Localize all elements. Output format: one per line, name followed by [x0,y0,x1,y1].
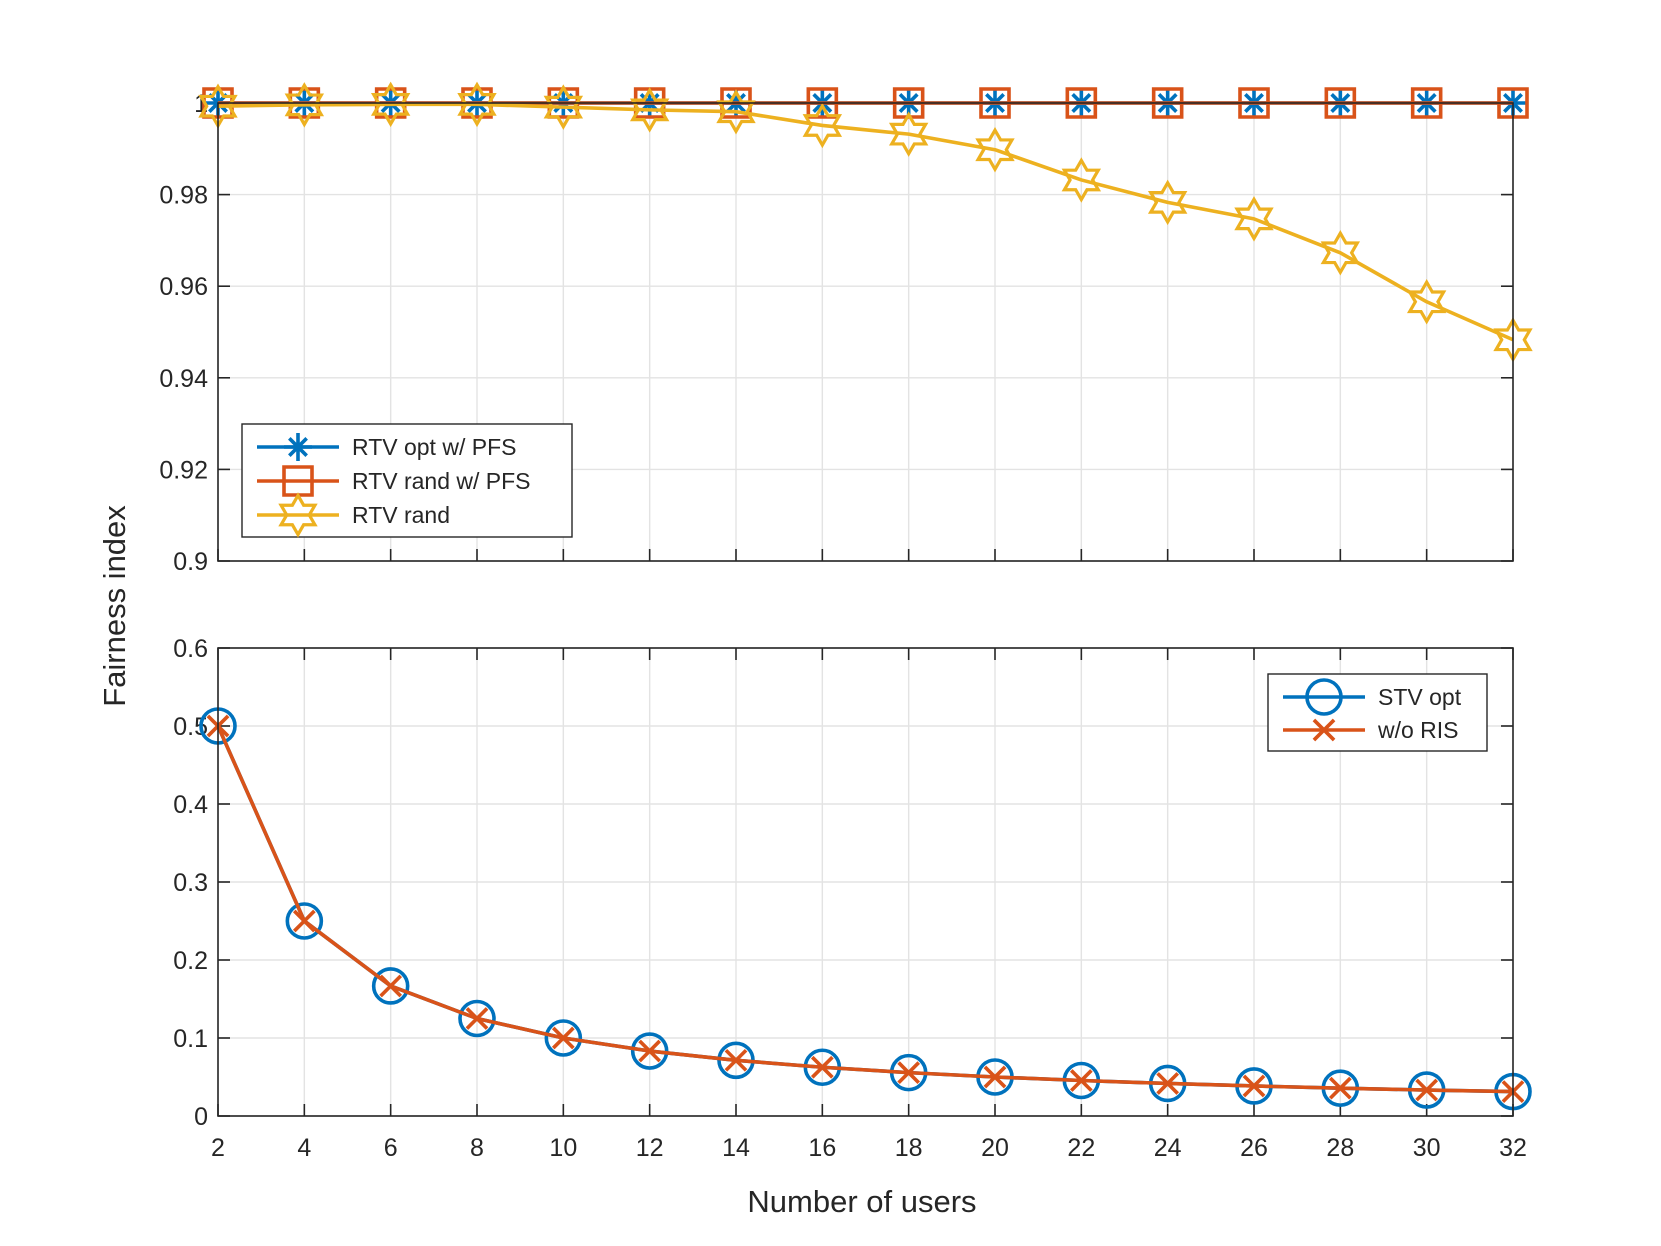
bottom-data-point [1328,1076,1352,1100]
top-series-line [217,102,1514,342]
top-data-point [457,81,497,128]
x-axis-label: Number of users [747,1184,976,1219]
x-tick-label: 10 [549,1134,577,1162]
x-tick-label: 22 [1067,1134,1095,1162]
bottom-legend-box [1267,673,1488,752]
top-data-point [979,87,1011,119]
bottom-legend-marker [1312,718,1336,742]
bottom-ticks: 2 4 6 8 10 12 14 16 18 20 22 24 26 28 30 3200.10.20.30.… [173,635,1527,1162]
bottom-data-point [724,1048,748,1072]
top-data-point [543,84,584,130]
bottom-y-tick-label: 0.3 [173,869,208,897]
top-legend-entry: RTV rand [257,492,450,538]
x-tick-label: 24 [1154,1134,1182,1162]
top-y-tick-label: 0.9 [173,548,208,576]
x-tick-label: 18 [895,1134,923,1162]
bottom-data-point [544,1019,583,1057]
x-tick-label: 14 [722,1134,750,1162]
x-tick-label: 30 [1413,1134,1441,1162]
top-legend-label: RTV rand [352,502,450,528]
top-data-point [975,126,1015,173]
bottom-data-point [983,1065,1007,1089]
top-axes-box [217,102,1514,562]
top-data-point [892,87,925,119]
bottom-legend-entry: w/o RIS [1283,717,1459,743]
bottom-legend-label: w/o RIS [1377,717,1459,743]
top-y-tick-label: 0.96 [159,273,208,301]
x-tick-label: 8 [470,1134,484,1162]
top-data-point [1147,179,1188,226]
top-legend-label: RTV opt w/ PFS [352,434,516,460]
top-y-tick-label: 0.92 [159,456,208,484]
bottom-axes-box [217,647,1514,1117]
top-data-point [284,82,325,128]
bottom-y-tick-label: 0 [194,1103,208,1131]
bottom-data-point [1242,1074,1266,1098]
bottom-data-point [371,967,410,1005]
bottom-data-point [465,1007,489,1030]
x-tick-label: 32 [1499,1134,1527,1162]
top-data-point [629,87,670,133]
top-legend-marker [282,465,314,497]
top-data-point [1324,87,1357,119]
top-data-point [1065,87,1098,119]
top-legend-label: RTV rand w/ PFS [352,468,531,494]
top-legend: RTV opt w/ PFS RTV rand w/ PFS RTV rand [241,423,573,538]
bottom-series-line [216,725,1514,1094]
y-axis-label: Fairness index [97,505,132,707]
top-legend-marker [284,433,312,461]
x-tick-label: 6 [384,1134,398,1162]
top-data-point [1061,157,1102,203]
bottom-data-point [1156,1072,1180,1095]
x-tick-label: 28 [1326,1134,1354,1162]
bottom-legend: STV opt w/o RIS [1267,673,1488,752]
bottom-data-point [379,974,403,998]
top-data-point [1406,279,1447,325]
bottom-subplot: 2 4 6 8 10 12 14 16 18 20 22 24 26 28 30 3200.10.20.30.… [173,635,1532,1162]
top-y-tick-label: 0.94 [159,365,208,393]
top-data-point [1151,87,1184,119]
bottom-data-point [551,1026,575,1050]
bottom-data-point [1069,1069,1093,1092]
top-data-point [1320,230,1361,276]
top-data-point [370,81,411,128]
top-legend-entry: RTV opt w/ PFS [257,433,516,461]
bottom-legend-marker [1305,678,1343,716]
top-y-tick-label: 0.98 [159,182,208,210]
x-tick-label: 20 [981,1134,1009,1162]
top-series-hexagram [198,81,1533,363]
top-data-point [716,88,756,135]
top-data-point [1234,196,1274,242]
bottom-y-tick-label: 0.2 [173,947,208,975]
bottom-data-point [285,902,324,940]
bottom-y-tick-label: 0.1 [173,1025,208,1053]
top-ticks: 0.90.920.940.960.981 [159,90,1514,576]
top-legend-marker [278,492,318,538]
x-tick-label: 16 [808,1134,836,1162]
bottom-data-point [292,909,316,933]
top-data-point [1238,87,1270,119]
bottom-y-tick-label: 0.6 [173,635,208,663]
top-legend-entry: RTV rand w/ PFS [257,465,531,497]
bottom-data-point [810,1055,834,1079]
bottom-y-tick-label: 0.4 [173,791,208,819]
x-tick-label: 2 [211,1134,225,1162]
x-tick-label: 12 [636,1134,664,1162]
top-data-point [888,111,929,157]
bottom-data-point [630,1032,669,1070]
bottom-data-point [897,1061,921,1084]
top-data-point [1410,87,1443,119]
bottom-legend-label: STV opt [1378,684,1462,710]
bottom-data-point [458,999,496,1038]
x-tick-label: 26 [1240,1134,1268,1162]
top-data-point [802,102,843,149]
bottom-legend-entry: STV opt [1283,678,1462,716]
x-tick-label: 4 [297,1134,311,1162]
bottom-data-point [1415,1078,1439,1102]
top-data-point [1497,87,1529,119]
bottom-data-point [638,1039,662,1063]
